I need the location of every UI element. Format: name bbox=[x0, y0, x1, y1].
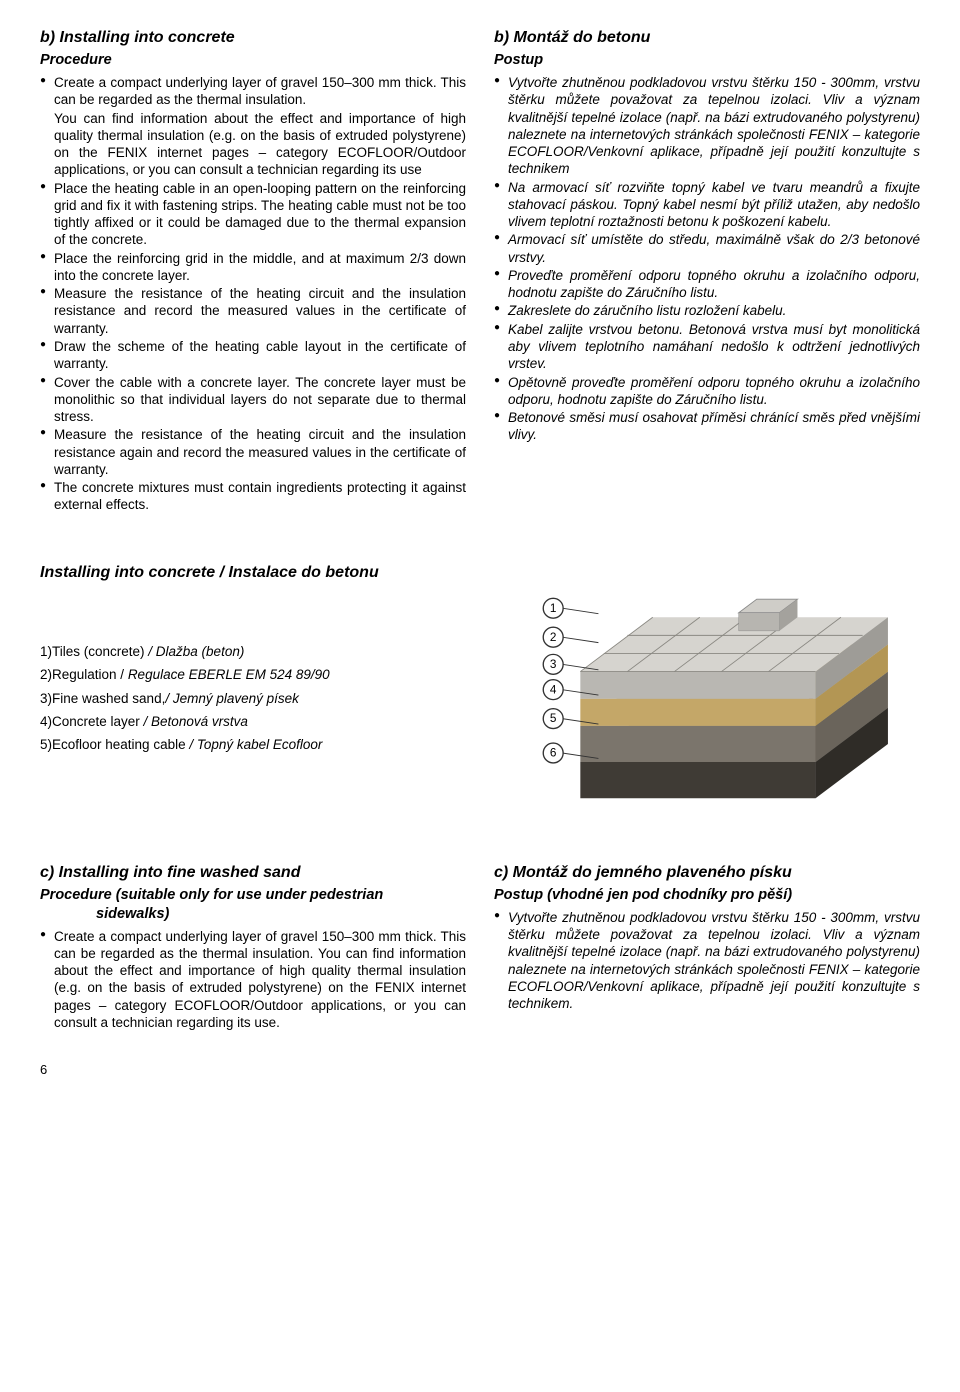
heading-procedure-en: Procedure bbox=[40, 51, 466, 70]
heading-proc-c-en: Procedure (suitable only for use under p… bbox=[40, 886, 466, 905]
li-cz-5: Kabel zalijte vrstvou betonu. Betonová v… bbox=[494, 321, 920, 373]
layers-diagram: 1 2 3 4 5 6 bbox=[517, 563, 897, 807]
legend-list: 1)Tiles (concrete) / Dlažba (beton) 2)Re… bbox=[40, 643, 466, 753]
list-cz: Vytvořte zhutněnou podkladovou vrstvu št… bbox=[494, 74, 920, 444]
li-en-5: Cover the cable with a concrete layer. T… bbox=[40, 374, 466, 426]
heading-b-cz: b) Montáž do betonu bbox=[494, 28, 920, 48]
heading-postup-cz: Postup bbox=[494, 51, 920, 70]
svg-text:6: 6 bbox=[550, 746, 557, 759]
list-en: Create a compact underlying layer of gra… bbox=[40, 74, 466, 514]
col-right-c: c) Montáž do jemného plaveného písku Pos… bbox=[494, 863, 920, 1032]
col-left-c: c) Installing into fine washed sand Proc… bbox=[40, 863, 466, 1032]
li-cz-0: Vytvořte zhutněnou podkladovou vrstvu št… bbox=[494, 74, 920, 178]
text: 5)Ecofloor heating cable bbox=[40, 737, 189, 752]
svg-text:1: 1 bbox=[550, 602, 557, 615]
li-en-4: Draw the scheme of the heating cable lay… bbox=[40, 338, 466, 373]
col-left: b) Installing into concrete Procedure Cr… bbox=[40, 28, 466, 515]
li-cz-6: Opětovně proveďte proměření odporu topné… bbox=[494, 374, 920, 409]
li-en-1: Place the heating cable in an open-loopi… bbox=[40, 180, 466, 249]
text: 1)Tiles (concrete) bbox=[40, 644, 148, 659]
li-c-en-0: Create a compact underlying layer of gra… bbox=[40, 928, 466, 1032]
legend-5: 5)Ecofloor heating cable / Topný kabel E… bbox=[40, 736, 466, 753]
li-cz-1: Na armovací síť rozviňte topný kabel ve … bbox=[494, 179, 920, 231]
list-c-cz: Vytvořte zhutněnou podkladovou vrstvu št… bbox=[494, 909, 920, 1013]
svg-text:2: 2 bbox=[550, 630, 557, 643]
svg-text:5: 5 bbox=[550, 712, 557, 725]
li-cz-4: Zakreslete do záručního listu rozložení … bbox=[494, 302, 920, 319]
li-en-0: Create a compact underlying layer of gra… bbox=[40, 74, 466, 179]
page-number: 6 bbox=[40, 1062, 920, 1079]
li-en-7: The concrete mixtures must contain ingre… bbox=[40, 479, 466, 514]
svg-text:4: 4 bbox=[550, 683, 557, 696]
text: Regulace EBERLE EM 524 89/90 bbox=[128, 667, 330, 682]
text: / Topný kabel Ecofloor bbox=[189, 737, 322, 752]
list-c-en: Create a compact underlying layer of gra… bbox=[40, 928, 466, 1032]
legend-3: 3)Fine washed sand,/ Jemný plavený písek bbox=[40, 690, 466, 707]
li-cz-3: Proveďte proměření odporu topného okruhu… bbox=[494, 267, 920, 302]
bottom-columns: c) Installing into fine washed sand Proc… bbox=[40, 863, 920, 1032]
text: / Jemný plavený písek bbox=[165, 691, 299, 706]
li-en-2: Place the reinforcing grid in the middle… bbox=[40, 250, 466, 285]
heading-proc-c-en2: sidewalks) bbox=[40, 905, 466, 924]
text: 3)Fine washed sand, bbox=[40, 691, 165, 706]
middle-section: Installing into concrete / Instalace do … bbox=[40, 563, 920, 807]
legend-1: 1)Tiles (concrete) / Dlažba (beton) bbox=[40, 643, 466, 660]
li-cz-7: Betonové směsi musí osahovat příměsi chr… bbox=[494, 409, 920, 444]
legend-4: 4)Concrete layer / Betonová vrstva bbox=[40, 713, 466, 730]
text: Create a compact underlying layer of gra… bbox=[54, 75, 466, 107]
mid-title: Installing into concrete / Instalace do … bbox=[40, 563, 466, 583]
li-c-cz-0: Vytvořte zhutněnou podkladovou vrstvu št… bbox=[494, 909, 920, 1013]
text: 4)Concrete layer bbox=[40, 714, 144, 729]
li-en-6: Measure the resistance of the heating ci… bbox=[40, 426, 466, 478]
heading-c-cz: c) Montáž do jemného plaveného písku bbox=[494, 863, 920, 883]
li-en-3: Measure the resistance of the heating ci… bbox=[40, 285, 466, 337]
diagram-container: 1 2 3 4 5 6 bbox=[494, 563, 920, 807]
text: You can find information about the effec… bbox=[54, 110, 466, 179]
legend-2: 2)Regulation / Regulace EBERLE EM 524 89… bbox=[40, 666, 466, 683]
spacer bbox=[40, 515, 920, 563]
heading-b-en: b) Installing into concrete bbox=[40, 28, 466, 48]
li-cz-2: Armovací síť umístěte do středu, maximál… bbox=[494, 231, 920, 266]
text: 2)Regulation / bbox=[40, 667, 128, 682]
legend-block: Installing into concrete / Instalace do … bbox=[40, 563, 466, 760]
top-columns: b) Installing into concrete Procedure Cr… bbox=[40, 28, 920, 515]
col-right: b) Montáž do betonu Postup Vytvořte zhut… bbox=[494, 28, 920, 515]
heading-c-en: c) Installing into fine washed sand bbox=[40, 863, 466, 883]
svg-text:3: 3 bbox=[550, 658, 557, 671]
heading-proc-c-cz: Postup (vhodné jen pod chodníky pro pěší… bbox=[494, 886, 920, 905]
text: / Dlažba (beton) bbox=[148, 644, 244, 659]
text: / Betonová vrstva bbox=[144, 714, 248, 729]
